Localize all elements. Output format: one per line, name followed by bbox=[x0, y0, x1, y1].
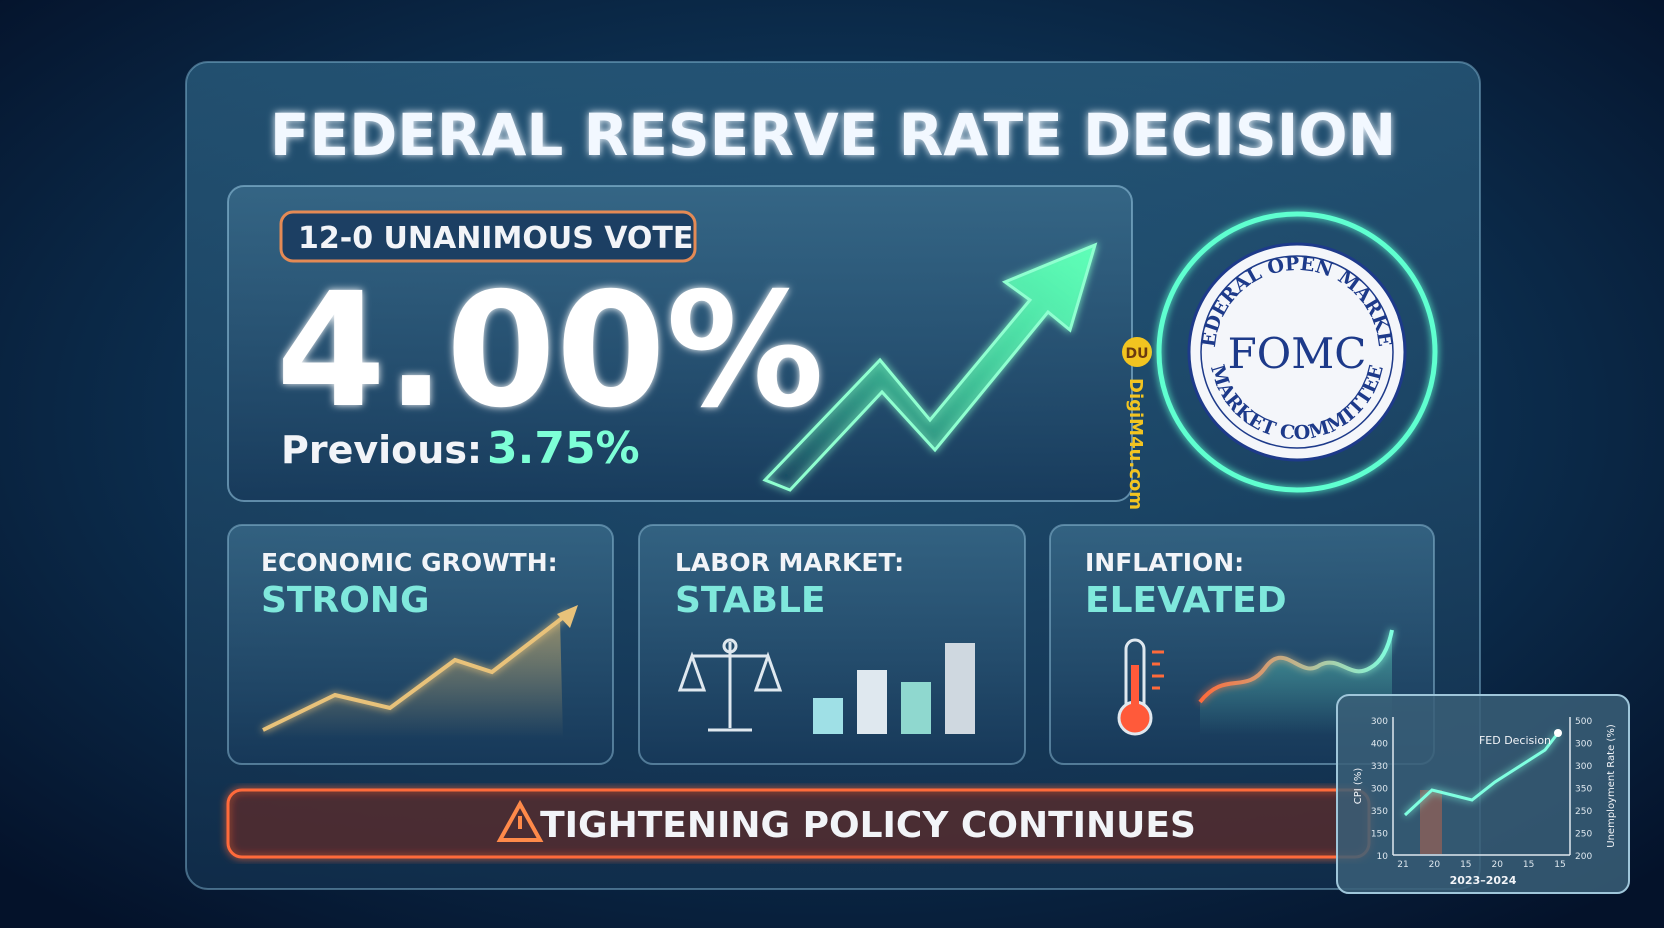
mini-right-tick: 500 bbox=[1575, 717, 1592, 727]
rate-value: 4.00% bbox=[276, 259, 824, 443]
mini-line bbox=[1403, 732, 1560, 817]
mini-x-tick: 20 bbox=[1429, 860, 1441, 870]
watermark-logo-text: DU bbox=[1126, 346, 1149, 362]
bar-icon bbox=[901, 682, 931, 734]
cards: ECONOMIC GROWTH: STRONG LABOR MARKET: ST… bbox=[227, 524, 1435, 765]
mini-x-tick: 15 bbox=[1523, 860, 1534, 870]
growth-arrowhead bbox=[557, 605, 578, 628]
thermometer-icon bbox=[1117, 638, 1164, 736]
title: FEDERAL RESERVE RATE DECISION bbox=[270, 101, 1396, 169]
card-label: LABOR MARKET: bbox=[675, 548, 904, 577]
mini-highlight bbox=[1420, 790, 1442, 854]
mini-right-tick: 350 bbox=[1575, 785, 1592, 795]
mini-right-tick: 300 bbox=[1575, 762, 1592, 772]
mini-x-tick: 15 bbox=[1460, 860, 1471, 870]
mini-panel bbox=[1336, 694, 1630, 894]
bar-icon bbox=[813, 698, 843, 734]
inflation-line bbox=[1198, 629, 1394, 704]
watermark-site: DigiM4u.com bbox=[1125, 378, 1146, 510]
mini-right-axis: Unemployment Rate (%) bbox=[1606, 724, 1617, 848]
mini-right-tick: 250 bbox=[1575, 830, 1592, 840]
mini-x-tick: 15 bbox=[1554, 860, 1565, 870]
up-arrow bbox=[762, 242, 1098, 492]
mini-x-tick: 20 bbox=[1491, 860, 1503, 870]
mini-left-axis: CPI (%) bbox=[1353, 768, 1364, 805]
card-label: INFLATION: bbox=[1085, 548, 1244, 577]
banner-text: TIGHTENING POLICY CONTINUES bbox=[540, 805, 1196, 846]
card-status: ELEVATED bbox=[1085, 580, 1287, 621]
card-status: STABLE bbox=[675, 580, 826, 621]
seal-center: FOMC bbox=[1228, 329, 1367, 378]
mini-right-tick: 200 bbox=[1575, 852, 1592, 862]
mini-x-axis: 2023–2024 bbox=[1450, 874, 1517, 887]
seal-ring bbox=[1156, 211, 1438, 493]
mini-left-tick: 300 bbox=[1371, 785, 1388, 795]
growth-line bbox=[262, 610, 572, 732]
vote-text: 12-0 UNANIMOUS VOTE bbox=[298, 221, 693, 256]
warning-mark bbox=[518, 816, 522, 829]
watermark-logo bbox=[1122, 337, 1152, 367]
mini-left-tick: 350 bbox=[1371, 807, 1388, 817]
mini-left-tick: 330 bbox=[1371, 762, 1388, 772]
bar-icon bbox=[857, 670, 887, 734]
growth-area bbox=[263, 618, 563, 738]
mini-left-tick: 150 bbox=[1371, 830, 1388, 840]
seal bbox=[1187, 242, 1407, 462]
mini-left-tick: 10 bbox=[1377, 852, 1389, 862]
previous-value: 3.75% bbox=[487, 423, 640, 474]
mini-left-tick: 400 bbox=[1371, 740, 1388, 750]
warning-icon bbox=[496, 799, 544, 842]
bar-icon bbox=[945, 643, 975, 734]
card-label: ECONOMIC GROWTH: bbox=[261, 548, 558, 577]
mini-right-tick: 300 bbox=[1575, 740, 1592, 750]
previous-label: Previous: bbox=[281, 428, 482, 472]
vote-badge bbox=[279, 210, 697, 263]
seal-inner-ring bbox=[1200, 255, 1394, 449]
mini-chart: FED Decision CPI (%) Unemployment Rate (… bbox=[1336, 694, 1630, 894]
mini-annotation: FED Decision bbox=[1479, 734, 1551, 747]
mini-x-tick: 21 bbox=[1397, 860, 1408, 870]
card-status: STRONG bbox=[261, 580, 430, 621]
mini-right-tick: 250 bbox=[1575, 807, 1592, 817]
mini-left-tick: 300 bbox=[1371, 717, 1388, 727]
mini-point bbox=[1554, 729, 1562, 737]
scale-icon bbox=[677, 638, 783, 732]
